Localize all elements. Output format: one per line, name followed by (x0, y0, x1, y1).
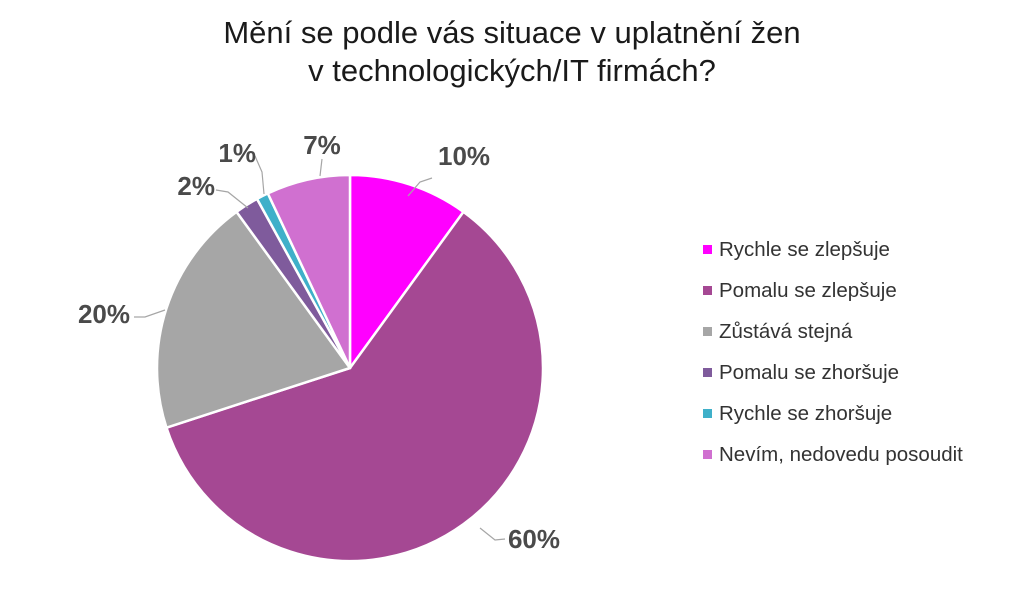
legend-label: Pomalu se zhoršuje (719, 360, 900, 384)
legend-swatch (703, 245, 712, 254)
legend-item: Rychle se zhoršuje (703, 393, 963, 434)
legend-swatch (703, 368, 712, 377)
legend-item: Rychle se zlepšuje (703, 229, 963, 270)
legend-swatch (703, 327, 712, 336)
legend-item: Pomalu se zhoršuje (703, 352, 963, 393)
legend-item: Zůstává stejná (703, 311, 963, 352)
legend-label: Pomalu se zlepšuje (719, 278, 897, 302)
data-label: 7% (303, 130, 341, 160)
leader-line (319, 158, 323, 177)
legend-label: Zůstává stejná (719, 319, 853, 343)
leader-line (215, 189, 249, 209)
legend-label: Rychle se zhoršuje (719, 401, 893, 425)
legend-label: Nevím, nedovedu posoudit (719, 442, 963, 466)
leader-line (254, 155, 265, 195)
pie-slice (165, 210, 545, 563)
pie-slice (266, 173, 352, 370)
data-label: 10% (438, 141, 490, 171)
data-label: 1% (218, 138, 256, 168)
leader-line (479, 527, 506, 541)
legend-item: Pomalu se zlepšuje (703, 270, 963, 311)
legend: Rychle se zlepšuje Pomalu se zlepšuje Zů… (703, 229, 963, 475)
data-label: 2% (177, 171, 215, 201)
legend-swatch (703, 286, 712, 295)
chart-title: Mění se podle vás situace v uplatnění že… (0, 14, 1024, 90)
legend-label: Rychle se zlepšuje (719, 237, 890, 261)
pie-slice (155, 210, 352, 429)
pie-slice (348, 173, 465, 370)
data-label: 20% (78, 299, 130, 329)
chart-title-line-2: v technologických/IT firmách? (308, 53, 716, 88)
data-label: 60% (508, 524, 560, 554)
legend-item: Nevím, nedovedu posoudit (703, 434, 963, 475)
legend-swatch (703, 409, 712, 418)
leader-line (134, 309, 166, 318)
chart-title-line-1: Mění se podle vás situace v uplatnění že… (223, 15, 801, 50)
legend-swatch (703, 450, 712, 459)
leader-line (407, 177, 433, 197)
